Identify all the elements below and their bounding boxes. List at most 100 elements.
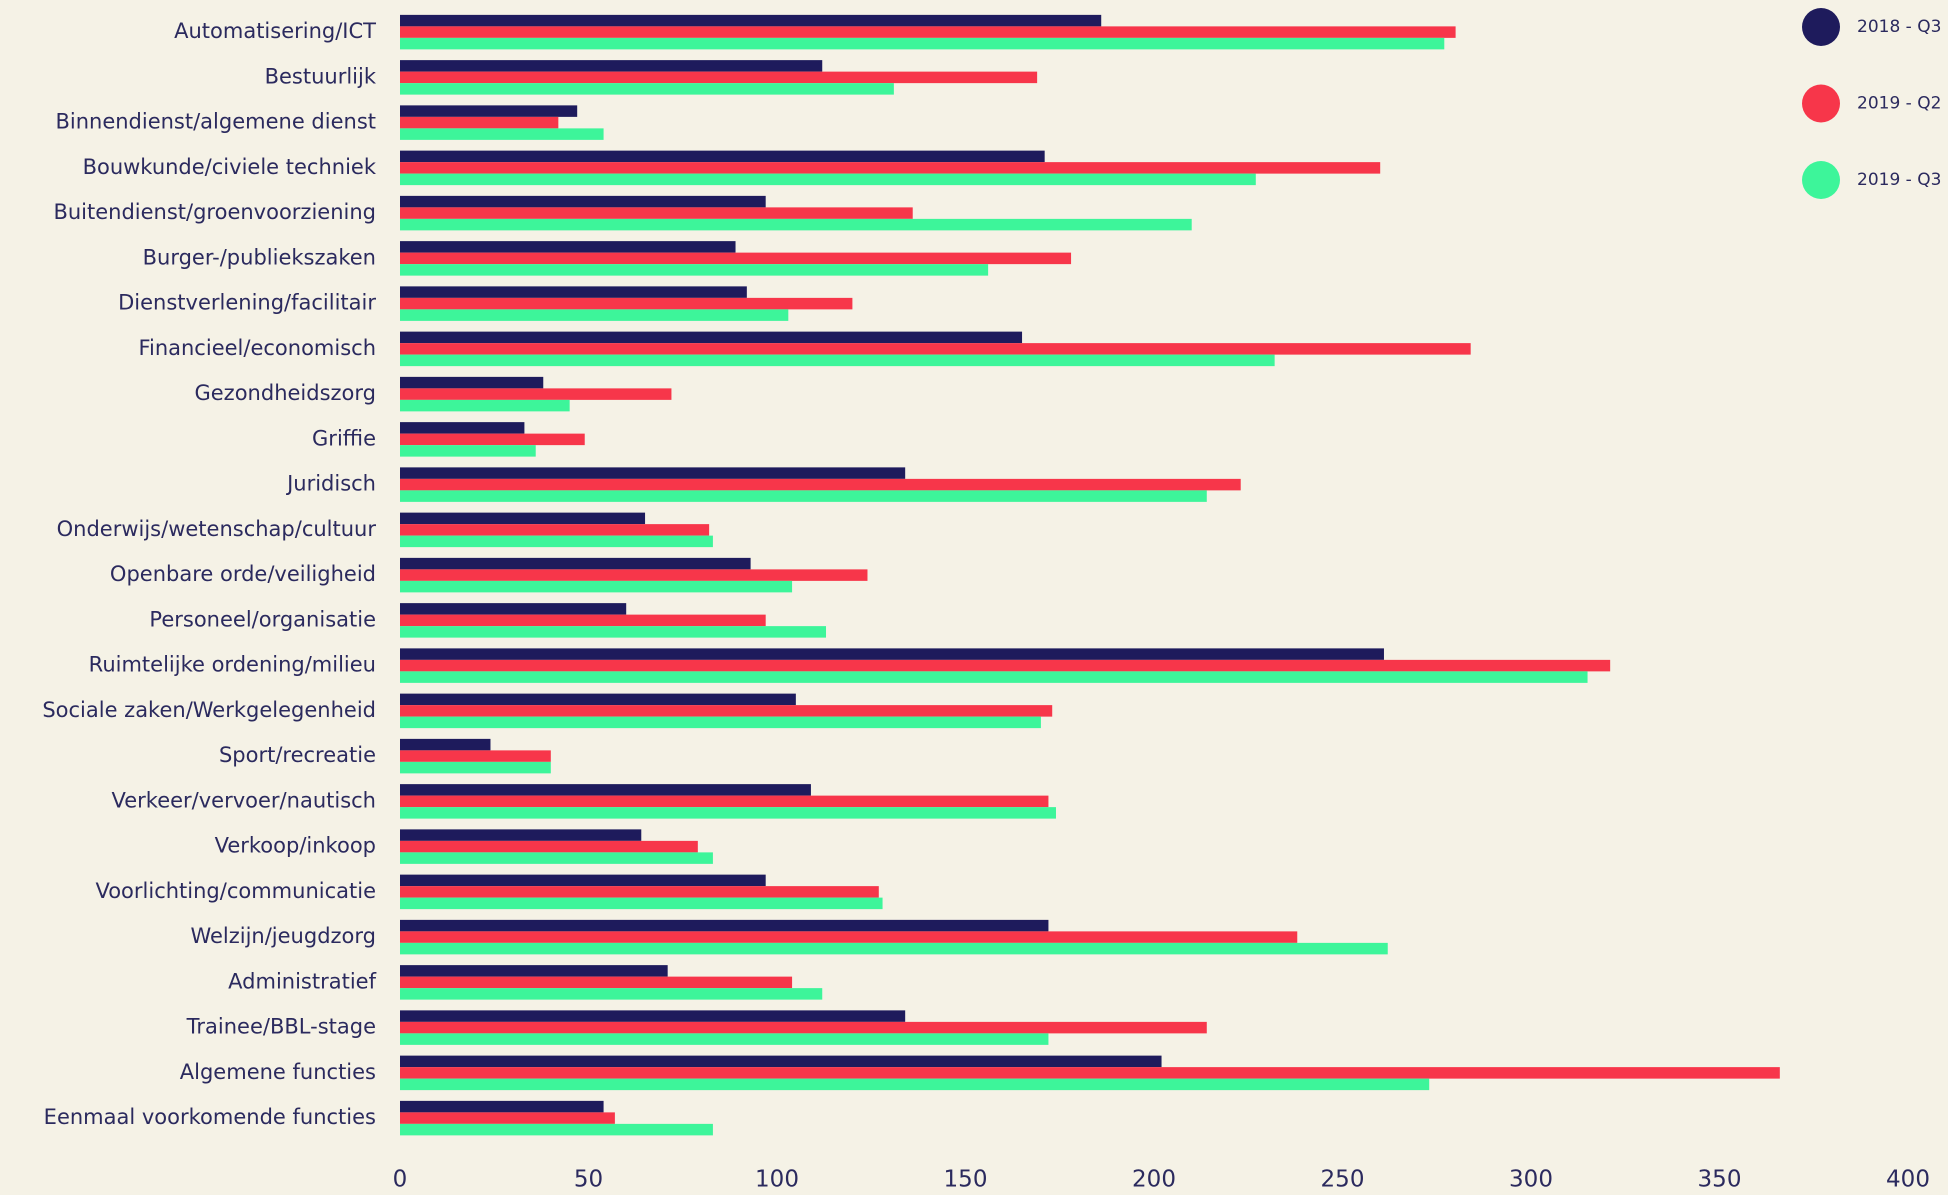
bar <box>400 626 827 638</box>
bar <box>400 1021 1207 1034</box>
bar <box>400 445 536 457</box>
y-tick-label: Binnendienst/algemene dienst <box>55 110 376 134</box>
bar <box>400 988 823 1000</box>
y-tick-label: Welzijn/jeugdzorg <box>190 924 376 948</box>
x-tick-label: 350 <box>1698 1167 1742 1193</box>
bar <box>400 569 868 581</box>
y-tick-label: Griffie <box>312 426 376 450</box>
bar <box>400 490 1207 502</box>
y-tick-label: Onderwijs/wetenschap/cultuur <box>57 517 377 541</box>
bar <box>400 71 1038 84</box>
bar <box>400 931 1298 943</box>
bar <box>400 716 1041 729</box>
bar <box>400 241 736 253</box>
bar <box>400 195 766 208</box>
bar <box>400 648 1384 660</box>
x-tick-label: 200 <box>1132 1167 1176 1193</box>
bar <box>400 433 585 446</box>
bar <box>400 286 747 298</box>
y-tick-label: Openbare orde/veiligheid <box>110 562 376 586</box>
bar <box>400 207 913 219</box>
bar <box>400 116 559 129</box>
bar <box>400 738 491 751</box>
x-tick-label: 150 <box>944 1167 988 1193</box>
y-tick-label: Dienstverlening/facilitair <box>118 291 376 315</box>
bar <box>400 354 1275 367</box>
bar <box>400 784 811 796</box>
y-tick-label: Verkeer/vervoer/nautisch <box>112 788 377 812</box>
bar <box>400 37 1445 50</box>
bar <box>400 1078 1430 1091</box>
y-tick-label: Bouwkunde/civiele techniek <box>83 155 377 179</box>
y-tick-label: Buitendienst/groenvoorziening <box>53 200 376 224</box>
bar <box>400 874 766 887</box>
bar <box>400 1055 1162 1068</box>
bar <box>400 1010 906 1022</box>
bar <box>400 399 570 412</box>
bar <box>400 829 642 841</box>
bar <box>400 14 1102 27</box>
bar <box>400 976 793 989</box>
bar <box>400 1033 1049 1045</box>
y-tick-label: Verkoop/inkoop <box>215 834 376 858</box>
x-tick-label: 250 <box>1321 1167 1365 1193</box>
bar <box>400 467 906 479</box>
bar <box>400 671 1588 683</box>
x-tick-label: 300 <box>1509 1167 1553 1193</box>
y-tick-label: Financieel/economisch <box>138 336 376 360</box>
bar <box>400 173 1256 186</box>
bar <box>400 557 751 570</box>
bar <box>400 603 627 615</box>
bar <box>400 388 672 400</box>
legend-label: 2018 - Q3 <box>1857 17 1941 37</box>
bar <box>400 422 525 434</box>
bar <box>400 1112 615 1124</box>
y-tick-label: Personeel/organisatie <box>149 607 376 631</box>
legend-label: 2019 - Q3 <box>1857 170 1941 190</box>
y-tick-label: Algemene functies <box>180 1060 376 1084</box>
legend-swatch <box>1802 161 1840 199</box>
y-tick-label: Eenmaal voorkomende functies <box>44 1105 376 1129</box>
y-tick-label: Trainee/BBL-stage <box>186 1015 376 1039</box>
y-tick-label: Burger-/publiekszaken <box>143 245 376 269</box>
x-tick-label: 400 <box>1886 1167 1930 1193</box>
bar <box>400 886 879 898</box>
legend-swatch <box>1802 8 1840 46</box>
y-tick-label: Sport/recreatie <box>219 743 376 767</box>
bar <box>400 659 1611 672</box>
bar <box>400 376 544 389</box>
bar <box>400 750 551 762</box>
bar <box>400 897 883 910</box>
bar <box>400 162 1381 174</box>
y-tick-label: Bestuurlijk <box>265 64 377 88</box>
x-tick-label: 50 <box>574 1167 603 1193</box>
legend-swatch <box>1802 84 1840 123</box>
bar <box>400 60 823 72</box>
bar <box>400 807 1056 819</box>
bar <box>400 580 793 593</box>
y-tick-label: Gezondheidszorg <box>194 381 376 405</box>
bar <box>400 705 1053 717</box>
legend-label: 2019 - Q2 <box>1857 94 1941 114</box>
bar <box>400 965 668 977</box>
bar <box>400 535 713 548</box>
bar <box>400 852 713 864</box>
y-tick-label: Sociale zaken/Werkgelegenheid <box>42 698 376 722</box>
bar <box>400 512 646 525</box>
bar <box>400 840 698 853</box>
bar <box>400 297 853 310</box>
bar <box>400 252 1072 265</box>
y-tick-label: Voorlichting/communicatie <box>95 879 376 903</box>
bar <box>400 150 1045 163</box>
y-tick-label: Automatisering/ICT <box>174 19 376 43</box>
bar <box>400 1123 713 1136</box>
x-tick-label: 100 <box>755 1167 799 1193</box>
bar <box>400 942 1388 955</box>
bar <box>400 309 789 321</box>
bar <box>400 1067 1780 1079</box>
bar <box>400 478 1241 491</box>
bar <box>400 331 1023 344</box>
x-tick-label: 0 <box>393 1167 408 1193</box>
bar <box>400 83 894 95</box>
